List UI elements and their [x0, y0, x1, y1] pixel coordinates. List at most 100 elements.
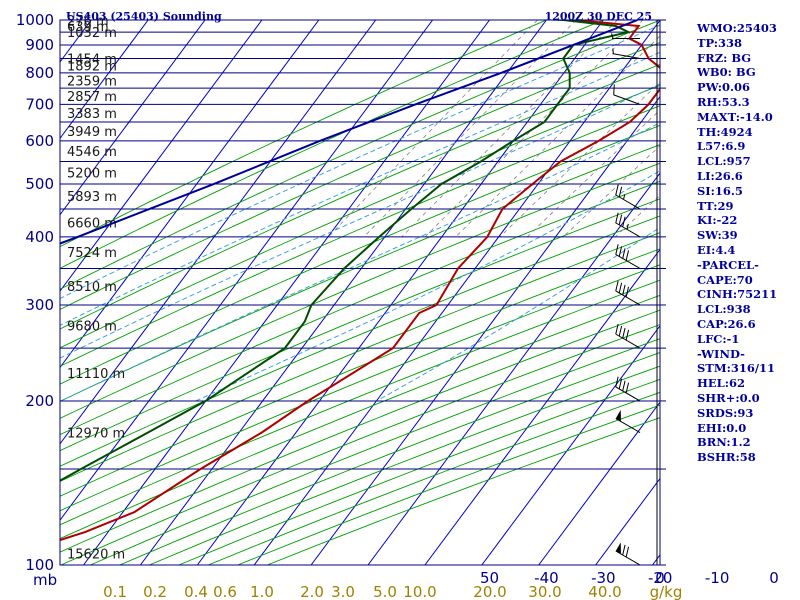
mixing-ratio-label: 5.0 [373, 583, 397, 600]
info-line: FRZ: BG [697, 50, 752, 65]
info-line: TT:29 [697, 198, 734, 213]
height-label: 12970 m [67, 427, 125, 442]
dry-adiabat [60, 105, 660, 367]
info-line: -PARCEL- [697, 257, 759, 272]
info-line: EI:4.4 [697, 242, 736, 257]
isotherm-lines [60, 20, 660, 565]
height-label: 6660 m [67, 217, 117, 232]
wind-barb [615, 323, 641, 349]
wind-barb [615, 184, 641, 210]
pressure-tick-labels: 100 200 300 400 500 600 700 800 900 1000 [16, 11, 54, 574]
mixing-ratio-line [424, 20, 644, 238]
info-line: SI:16.5 [697, 183, 743, 198]
temperature-tick-labels: 50-40-30-20-100102030400 [480, 569, 779, 587]
isotherm-line [60, 20, 377, 445]
height-label: 5893 m [67, 190, 117, 205]
info-line: SRDS:93 [697, 405, 754, 420]
height-label: 3383 m [67, 107, 117, 122]
info-line: LCL:957 [697, 154, 751, 169]
pressure-tick-label: 100 [25, 556, 54, 574]
mixing-ratio-lines [328, 20, 660, 238]
dry-adiabat [60, 294, 660, 540]
isotherm-line [60, 20, 263, 292]
wind-barb [612, 48, 641, 59]
temperature-tick-label: 0 [655, 569, 665, 587]
height-label: 7524 m [67, 246, 117, 261]
pressure-tick-label: 400 [25, 228, 54, 246]
dry-adiabat [60, 309, 660, 553]
info-line: CAPE:70 [697, 272, 753, 287]
wind-barb [611, 33, 640, 39]
chart-title: US403 (25403) Sounding [66, 10, 222, 23]
dry-adiabat [90, 338, 660, 565]
height-label: 276 m [67, 14, 109, 29]
moist-adiabat [376, 226, 660, 402]
mixing-ratio-label: g/kg [650, 583, 683, 600]
wind-barbs [611, 20, 658, 566]
height-label: 8510 m [67, 280, 117, 295]
info-line: LCL:938 [697, 302, 751, 317]
dry-adiabat [60, 20, 660, 290]
mixing-ratio-label: 0.4 [184, 583, 208, 600]
info-line: CINH:75211 [697, 287, 778, 302]
info-line: RH:53.3 [697, 94, 750, 109]
plot-background [60, 20, 660, 565]
info-line: LI:26.6 [697, 168, 743, 183]
pressure-tick-label: 1000 [16, 11, 54, 29]
info-line: SW:39 [697, 228, 738, 243]
isotherm-line [60, 20, 149, 140]
isotherm-line [60, 20, 206, 216]
dry-adiabat [60, 144, 660, 402]
isotherm-line [310, 95, 660, 565]
moist-adiabat [195, 170, 660, 402]
wind-barb [615, 542, 641, 566]
pressure-tick-label: 600 [25, 132, 54, 150]
height-label: 1892 m [67, 60, 117, 75]
info-line: TH:4924 [697, 124, 753, 139]
mixing-ratio-label: 40.0 [588, 583, 621, 600]
info-line: STM:316/11 [697, 361, 776, 376]
pressure-tick-label: 700 [25, 95, 54, 113]
isotherm-line [253, 20, 660, 565]
info-line: WB0: BG [697, 65, 756, 80]
isotherm-line [60, 20, 434, 522]
dry-adiabat [60, 232, 660, 482]
pressure-unit-label: mb [33, 571, 57, 589]
height-label: 1454 m [67, 52, 117, 67]
mixing-ratio-label: 30.0 [528, 583, 561, 600]
mixing-ratio-label: 20.0 [473, 583, 506, 600]
pressure-tick-label: 800 [25, 64, 54, 82]
info-line: BSHR:58 [697, 450, 756, 465]
moist-adiabat [60, 122, 660, 402]
mixing-ratio-line [526, 109, 660, 238]
mixing-ratio-label: 0.1 [103, 583, 127, 600]
isotherm-line [538, 401, 660, 565]
info-line: BRN:1.2 [697, 435, 751, 450]
info-line: EHI:0.0 [697, 420, 747, 435]
dry-adiabat [60, 180, 660, 436]
info-line: HEL:62 [697, 376, 745, 391]
info-line: L57:6.9 [697, 139, 746, 154]
wind-barb [613, 84, 641, 105]
height-label: 4546 m [67, 145, 117, 160]
plot-frame [59, 19, 661, 566]
wind-barb [615, 212, 641, 238]
pressure-tick-label: 200 [25, 392, 54, 410]
wind-barb [615, 376, 641, 402]
moist-adiabat [60, 83, 660, 359]
wind-barb [615, 409, 641, 433]
temperature-tick-label: -40 [534, 569, 559, 587]
dry-adiabat [60, 63, 660, 330]
temperature-tick-label: -20 [648, 569, 673, 587]
pressure-tick-label: 500 [25, 175, 54, 193]
height-label: 639 m [67, 20, 109, 35]
chart-valid-time: 1200Z 30 DEC 25 [545, 10, 652, 23]
dry-adiabat [60, 20, 548, 248]
info-line: CAP:26.6 [697, 316, 756, 331]
temperature-tick-label: -30 [591, 569, 616, 587]
dry-adiabat [60, 162, 660, 419]
mixing-ratio-label: 0.2 [143, 583, 167, 600]
dry-adiabat [60, 124, 660, 385]
info-line: LFC:-1 [697, 331, 740, 346]
